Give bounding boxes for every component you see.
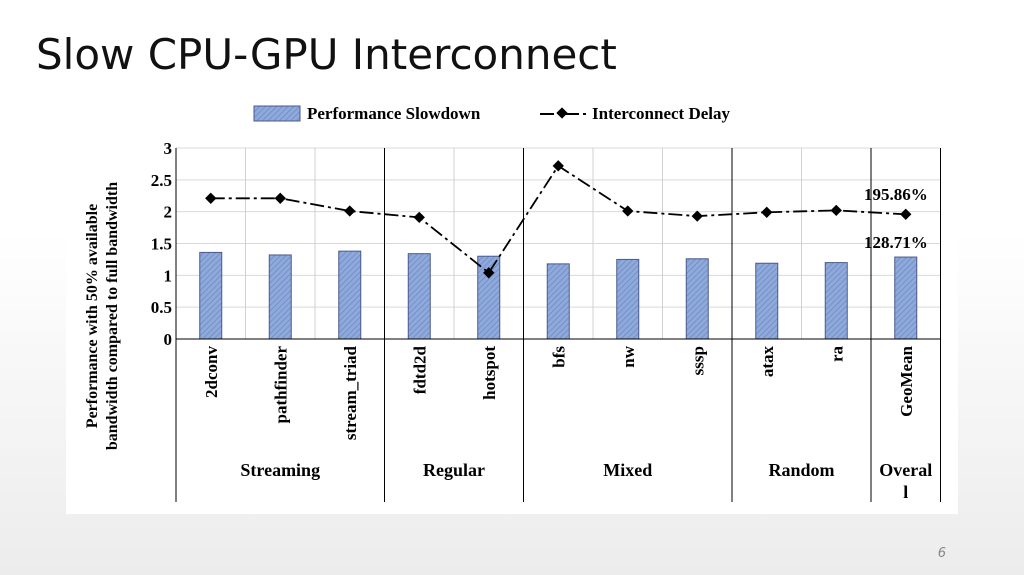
bar-pathfinder [268,254,292,340]
bar-fdtd2d [407,253,431,340]
category-label-GeoMean: GeoMean [897,345,916,416]
y-tick-label: 3 [164,139,173,158]
category-label-sssp: sssp [688,346,707,375]
y-axis-label: Performance with 50% available bandwidth … [84,182,121,450]
category-label-nw: nw [619,345,638,367]
marker-stream_triad [344,205,356,217]
annotation-interconnect-delay: 195.86% [864,185,928,204]
y-axis-label-line: bandwidth compared to full bandwidth [104,182,121,450]
category-label-ra: ra [827,346,846,363]
line-layer [205,160,912,279]
category-label-hotspot: hotspot [480,346,499,400]
category-label-pathfinder: pathfinder [271,346,290,424]
group-label-mixed: Mixed [603,460,652,480]
bar-2dconv [199,251,223,340]
legend-label-interconnect-delay: Interconnect Delay [592,104,731,123]
marker-fdtd2d [413,211,425,224]
bar-atax [755,262,779,340]
marker-GeoMean [900,208,912,220]
page-number: 6 [937,546,946,561]
legend: Performance Slowdown Interconnect Delay [253,104,731,123]
labels-layer: 0 0.5 1 1.5 2 2.5 3 2dconv pathfinder stream_tria… [151,139,932,502]
marker-atax [761,206,773,218]
bar-ra [824,262,848,340]
y-tick-label: 0 [164,330,173,349]
bar-sssp [685,258,709,340]
category-label-2dconv: 2dconv [202,346,221,398]
bar-bfs [546,263,570,340]
marker-nw [622,205,634,217]
marker-2dconv [205,192,217,204]
annotation-performance-slowdown: 128.71% [864,233,928,252]
y-tick-label: 1.5 [151,235,172,254]
category-label-bfs: bfs [549,346,568,368]
bar-GeoMean [894,256,918,340]
group-label-overall: Overal l [879,460,932,502]
chart-panel: Performance Slowdown Interconnect Delay … [66,96,958,514]
group-label-regular: Regular [423,460,485,480]
marker-bfs [552,160,564,172]
marker-hotspot [483,267,495,279]
axis-layer [175,148,941,502]
chart: Performance Slowdown Interconnect Delay … [84,104,941,502]
bars-layer [199,250,918,340]
y-tick-label: 2 [164,203,173,222]
marker-pathfinder [274,192,286,204]
marker-ra [830,204,842,217]
legend-marker-interconnect-delay [556,107,568,119]
bar-nw [616,258,640,340]
category-label-fdtd2d: fdtd2d [410,345,429,394]
category-label-atax: atax [758,346,777,378]
group-label-random: Random [768,460,834,480]
bar-stream_triad [338,250,362,340]
category-label-stream_triad: stream_triad [341,345,360,440]
group-label-streaming: Streaming [240,460,320,480]
legend-label-performance-slowdown: Performance Slowdown [307,104,481,123]
legend-swatch-performance-slowdown [253,105,301,122]
slide-title: Slow CPU-GPU Interconnect [36,30,617,79]
y-axis-label-line: Performance with 50% available [84,204,101,428]
y-tick-label: 1 [164,266,173,285]
y-tick-label: 2.5 [151,171,172,190]
y-tick-label: 0.5 [151,298,172,317]
